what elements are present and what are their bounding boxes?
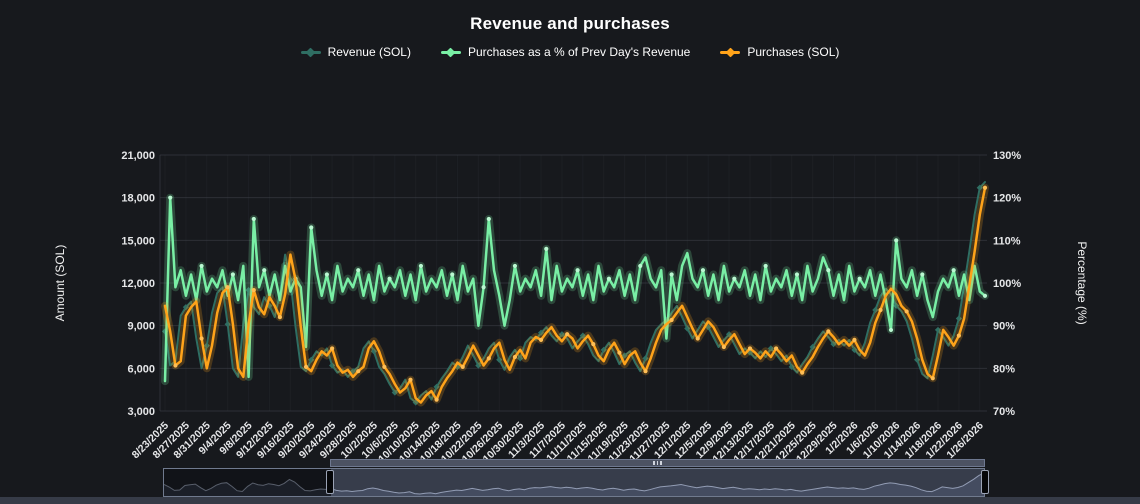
svg-text:70%: 70% — [993, 406, 1015, 418]
horizontal-scrollbar[interactable] — [0, 497, 1140, 504]
navigator[interactable] — [163, 468, 985, 497]
svg-text:9,000: 9,000 — [127, 321, 155, 333]
svg-text:130%: 130% — [993, 150, 1021, 162]
navigator-handle-right[interactable] — [981, 470, 989, 494]
svg-text:21,000: 21,000 — [121, 150, 155, 162]
navigator-handle-left[interactable] — [326, 470, 334, 494]
svg-text:6,000: 6,000 — [127, 363, 155, 375]
navigator-unselected-region — [164, 469, 331, 496]
svg-text:80%: 80% — [993, 363, 1015, 375]
navigator-selected-range[interactable] — [331, 469, 984, 496]
svg-text:3,000: 3,000 — [127, 406, 155, 418]
left-axis-title: Amount (SOL) — [53, 245, 67, 322]
main-chart: 3,000 70% 6,000 80% 9,000 90% 12,000 100% 15,000… — [0, 0, 1140, 460]
right-axis-title: Percentage (%) — [1075, 241, 1089, 324]
purchases-line — [165, 186, 987, 403]
scrollbar-grip-icon — [653, 461, 662, 465]
svg-text:110%: 110% — [993, 235, 1021, 247]
svg-text:18,000: 18,000 — [121, 193, 155, 205]
navigator-scrollbar[interactable] — [330, 459, 985, 467]
svg-text:15,000: 15,000 — [121, 235, 155, 247]
svg-text:90%: 90% — [993, 321, 1015, 333]
chart-panel: Revenue and purchases Revenue (SOL) Purc… — [0, 0, 1140, 504]
svg-text:120%: 120% — [993, 193, 1021, 205]
svg-text:100%: 100% — [993, 278, 1021, 290]
svg-text:12,000: 12,000 — [121, 278, 155, 290]
